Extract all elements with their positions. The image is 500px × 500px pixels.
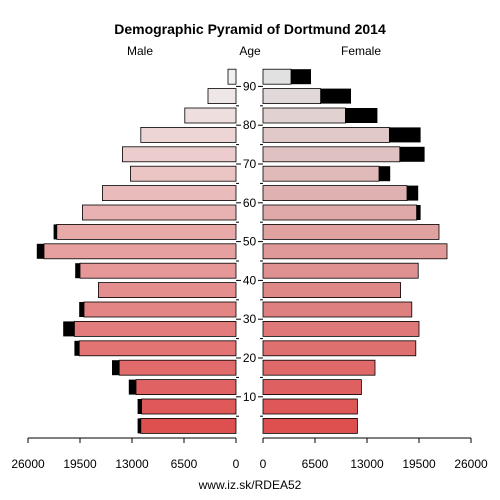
male-x-tick-label: 13000 [115, 457, 149, 471]
male-excess-25-29 [63, 321, 75, 337]
age-tick-label: 40 [243, 273, 257, 287]
female-bar-35-39 [262, 282, 402, 299]
female-bar-80-84 [262, 107, 346, 124]
female-excess-90+ [291, 69, 311, 85]
age-tick-label: 70 [243, 157, 257, 171]
male-bars [36, 68, 237, 434]
female-excess-70-74 [399, 146, 425, 162]
age-tick-label: 60 [243, 196, 257, 210]
male-excess-15-19 [112, 360, 120, 376]
female-bar-20-24 [262, 340, 417, 357]
male-excess-45-49 [36, 243, 44, 259]
male-bar-85-89 [207, 88, 237, 104]
male-excess-10-14 [128, 379, 136, 395]
male-bar-25-29 [74, 320, 237, 337]
male-bar-15-19 [118, 359, 237, 376]
female-bar-90+ [262, 68, 292, 85]
female-bar-25-29 [262, 320, 420, 337]
male-x-tick-label: 26000 [11, 457, 45, 471]
male-bar-40-44 [79, 262, 237, 279]
female-bar-55-59 [262, 204, 418, 221]
male-bar-90+ [227, 68, 237, 85]
age-tick-label: 30 [243, 312, 257, 326]
female-x-tick-label: 19500 [402, 457, 436, 471]
male-bar-65-69 [129, 165, 237, 182]
age-header: Age [239, 44, 261, 58]
male-excess-40-44 [75, 263, 80, 279]
male-excess-50-54 [53, 224, 57, 240]
male-bar-5-9 [141, 398, 237, 415]
age-tick-label: 80 [243, 118, 257, 132]
female-bar-70-74 [262, 146, 401, 163]
female-x-tick-label: 13000 [350, 457, 384, 471]
female-excess-85-89 [320, 88, 351, 104]
male-excess-5-9 [137, 399, 142, 414]
female-bar-50-54 [262, 223, 440, 240]
male-bar-75-79 [140, 127, 237, 143]
female-bar-45-49 [262, 243, 448, 260]
female-x-tick-label: 26000 [454, 457, 488, 471]
female-excess-55-59 [416, 205, 421, 220]
age-tick-label: 50 [243, 235, 257, 249]
male-excess-20-24 [74, 340, 80, 356]
male-bar-30-34 [83, 301, 237, 318]
male-bar-60-64 [102, 185, 237, 202]
female-bar-65-69 [262, 165, 380, 182]
male-x-tick-label: 19500 [63, 457, 97, 471]
male-header: Male [127, 44, 153, 58]
chart-title: Demographic Pyramid of Dortmund 2014 [114, 21, 386, 37]
female-bar-10-14 [262, 379, 362, 396]
male-bar-10-14 [135, 379, 237, 396]
male-bar-20-24 [78, 340, 237, 357]
female-bar-5-9 [262, 398, 358, 415]
x-axis: 26000 26000 19500 19500 13000 13000 6500 6500 0 0 [11, 437, 488, 471]
male-bar-55-59 [82, 204, 237, 221]
age-tick-label: 10 [243, 390, 257, 404]
female-excess-65-69 [379, 166, 391, 182]
female-excess-80-84 [345, 108, 378, 123]
male-bar-0-4 [140, 417, 237, 434]
age-tick-label: 90 [243, 79, 257, 93]
age-axis: 10 20 30 40 50 60 70 80 90 [236, 79, 263, 417]
male-excess-30-34 [79, 302, 84, 317]
female-bars [262, 68, 448, 434]
female-bar-60-64 [262, 185, 408, 202]
female-bar-30-34 [262, 301, 413, 318]
male-bar-35-39 [98, 282, 237, 299]
female-bar-85-89 [262, 88, 321, 104]
male-x-tick-label: 6500 [171, 457, 198, 471]
age-tick-label: 20 [243, 351, 257, 365]
female-x-tick-label: 0 [260, 457, 267, 471]
male-bar-45-49 [43, 243, 237, 260]
female-header: Female [341, 44, 381, 58]
male-excess-0-4 [137, 418, 141, 434]
male-bar-80-84 [184, 107, 237, 124]
female-excess-75-79 [389, 127, 421, 143]
male-bar-70-74 [122, 146, 237, 163]
female-bar-0-4 [262, 417, 358, 434]
male-bar-50-54 [56, 223, 237, 240]
male-x-tick-label: 0 [233, 457, 240, 471]
female-bar-15-19 [262, 359, 376, 376]
female-bar-75-79 [262, 127, 390, 143]
female-bar-40-44 [262, 262, 419, 279]
female-excess-60-64 [407, 185, 419, 201]
footer-url: www.iz.sk/RDEA52 [198, 478, 302, 492]
female-x-tick-label: 6500 [302, 457, 329, 471]
